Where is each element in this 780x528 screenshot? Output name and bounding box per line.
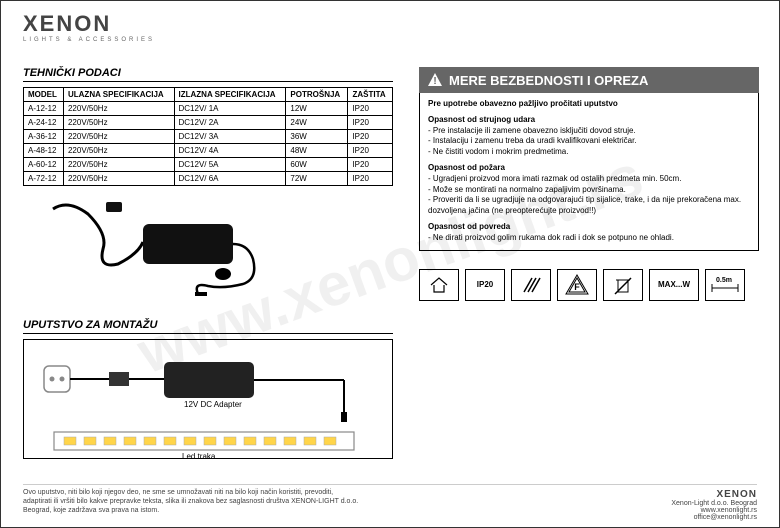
table-row: A-48-12220V/50HzDC12V/ 4A48WIP20: [24, 144, 393, 158]
warning-icon: !: [427, 72, 443, 88]
footer-line1: Xenon-Light d.o.o. Beograd: [671, 500, 757, 507]
safety-body: Pre upotrebe obavezno pažljivo pročitati…: [419, 93, 759, 251]
safety-banner-text: MERE BEZBEDNOSTI I OPREZA: [449, 73, 648, 88]
table-row: A-60-12220V/50HzDC12V/ 5A60WIP20: [24, 158, 393, 172]
col-ip: ZAŠTITA: [348, 88, 393, 102]
table-cell: 220V/50Hz: [63, 116, 174, 130]
svg-text:0.5m: 0.5m: [716, 277, 732, 284]
spec-table: MODEL ULAZNA SPECIFIKACIJA IZLAZNA SPECI…: [23, 87, 393, 186]
table-row: A-36-12220V/50HzDC12V/ 3A36WIP20: [24, 130, 393, 144]
logo-subtitle: LIGHTS & ACCESSORIES: [23, 37, 155, 43]
table-cell: 60W: [286, 158, 348, 172]
s2-l3: - Proveriti da li se ugradjuje na odgova…: [428, 195, 750, 217]
icons-row: IP20 F MAX...W 0.5m: [419, 269, 759, 301]
right-column: ! MERE BEZBEDNOSTI I OPREZA Pre upotrebe…: [419, 67, 759, 301]
safety-banner: ! MERE BEZBEDNOSTI I OPREZA: [419, 67, 759, 93]
table-cell: 220V/50Hz: [63, 158, 174, 172]
logo-block: XENON LIGHTS & ACCESSORIES: [23, 11, 155, 43]
table-cell: IP20: [348, 144, 393, 158]
s1-l2: - Instalaciju i zamenu treba da uradi kv…: [428, 136, 750, 147]
table-cell: DC12V/ 3A: [174, 130, 286, 144]
col-model: MODEL: [24, 88, 64, 102]
table-cell: A-36-12: [24, 130, 64, 144]
logo-text: XENON: [23, 11, 155, 37]
table-cell: A-12-12: [24, 102, 64, 116]
s2-l2: - Može se montirati na normalno zapaljiv…: [428, 185, 750, 196]
footer-line2: www.xenonlight.rs: [671, 507, 757, 514]
table-cell: 220V/50Hz: [63, 102, 174, 116]
icon-f-triangle: F: [557, 269, 597, 301]
svg-text:!: !: [433, 76, 436, 87]
table-cell: DC12V/ 5A: [174, 158, 286, 172]
table-cell: 36W: [286, 130, 348, 144]
col-output: IZLAZNA SPECIFIKACIJA: [174, 88, 286, 102]
adapter-photo: [48, 194, 308, 304]
table-row: A-24-12220V/50HzDC12V/ 2A24WIP20: [24, 116, 393, 130]
svg-text:F: F: [574, 282, 580, 292]
footer-logo: XENON: [671, 489, 757, 500]
table-cell: A-72-12: [24, 172, 64, 186]
s2-title: Opasnost od požara: [428, 163, 750, 174]
table-cell: IP20: [348, 116, 393, 130]
icon-indoor: [419, 269, 459, 301]
table-cell: DC12V/ 4A: [174, 144, 286, 158]
safety-heading: Pre upotrebe obavezno pažljivo pročitati…: [428, 99, 750, 110]
icon-maxw: MAX...W: [649, 269, 699, 301]
table-row: A-12-12220V/50HzDC12V/ 1A12WIP20: [24, 102, 393, 116]
table-cell: DC12V/ 6A: [174, 172, 286, 186]
adapter-label: 12V DC Adapter: [184, 400, 242, 409]
table-cell: A-48-12: [24, 144, 64, 158]
footer-company: XENON Xenon-Light d.o.o. Beograd www.xen…: [671, 489, 757, 521]
s2-l1: - Ugradjeni proizvod mora imati razmak o…: [428, 174, 750, 185]
table-cell: DC12V/ 1A: [174, 102, 286, 116]
table-cell: A-60-12: [24, 158, 64, 172]
mount-diagram: 12V DC Adapter Led traka: [23, 339, 393, 459]
icon-distance: 0.5m: [705, 269, 745, 301]
table-cell: 220V/50Hz: [63, 172, 174, 186]
table-cell: IP20: [348, 172, 393, 186]
table-cell: A-24-12: [24, 116, 64, 130]
mount-title: UPUTSTVO ZA MONTAŽU: [23, 319, 393, 334]
footer-disclaimer: Ovo uputstvo, niti bilo koji njegov deo,…: [23, 489, 363, 521]
table-cell: 220V/50Hz: [63, 144, 174, 158]
tech-title: TEHNIČKI PODACI: [23, 67, 393, 82]
table-cell: 12W: [286, 102, 348, 116]
icon-trash: [603, 269, 643, 301]
table-cell: IP20: [348, 102, 393, 116]
s1-title: Opasnost od strujnog udara: [428, 115, 750, 126]
col-input: ULAZNA SPECIFIKACIJA: [63, 88, 174, 102]
s3-l1: - Ne dirati proizvod golim rukama dok ra…: [428, 233, 750, 244]
s3-title: Opasnost od povreda: [428, 222, 750, 233]
table-cell: 48W: [286, 144, 348, 158]
icon-stripes: [511, 269, 551, 301]
table-cell: 24W: [286, 116, 348, 130]
s1-l3: - Ne čistiti vodom i mokrim predmetima.: [428, 147, 750, 158]
footer-line3: office@xenonlight.rs: [671, 514, 757, 521]
left-column: TEHNIČKI PODACI MODEL ULAZNA SPECIFIKACI…: [23, 67, 393, 459]
table-cell: 220V/50Hz: [63, 130, 174, 144]
s1-l1: - Pre instalacije ili zamene obavezno is…: [428, 126, 750, 137]
table-cell: IP20: [348, 130, 393, 144]
footer: Ovo uputstvo, niti bilo koji njegov deo,…: [23, 484, 757, 521]
table-cell: 72W: [286, 172, 348, 186]
strip-label: Led traka: [182, 452, 215, 461]
table-cell: IP20: [348, 158, 393, 172]
table-row: A-72-12220V/50HzDC12V/ 6A72WIP20: [24, 172, 393, 186]
table-cell: DC12V/ 2A: [174, 116, 286, 130]
col-power: POTROŠNJA: [286, 88, 348, 102]
icon-ip20: IP20: [465, 269, 505, 301]
